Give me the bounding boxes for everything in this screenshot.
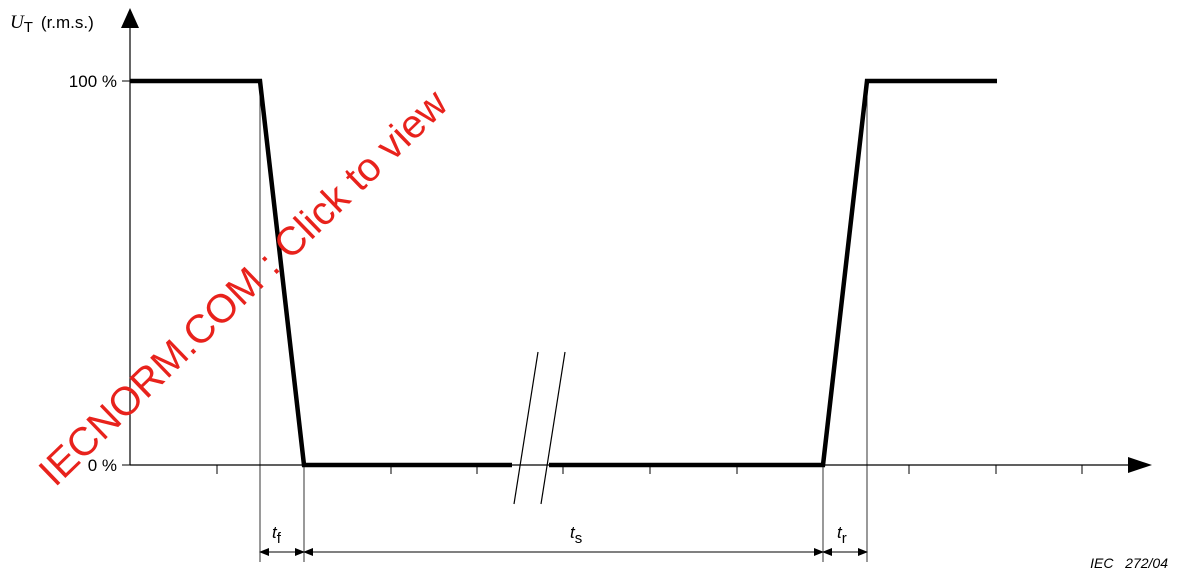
tr-label: tr bbox=[837, 523, 847, 547]
reference-lines bbox=[259, 81, 868, 562]
axis-break-right bbox=[540, 351, 566, 505]
x-axis-arrow bbox=[1128, 457, 1152, 473]
tf-label: tf bbox=[272, 523, 282, 547]
y-label-100: 100 % bbox=[69, 72, 117, 91]
y-label-0: 0 % bbox=[88, 456, 117, 475]
y-axis-arrow bbox=[121, 8, 139, 28]
figure-reference: IEC 272/04 bbox=[1090, 555, 1168, 571]
y-axis-title: UT (r.m.s.) bbox=[10, 12, 94, 36]
waveform-rise-segment bbox=[549, 78, 997, 468]
ts-label: ts bbox=[570, 523, 582, 547]
waveform-fall-segment bbox=[130, 78, 512, 468]
axis-break-left bbox=[513, 351, 539, 505]
watermark-text: IECNORM.COM : Click to view bbox=[31, 81, 457, 494]
